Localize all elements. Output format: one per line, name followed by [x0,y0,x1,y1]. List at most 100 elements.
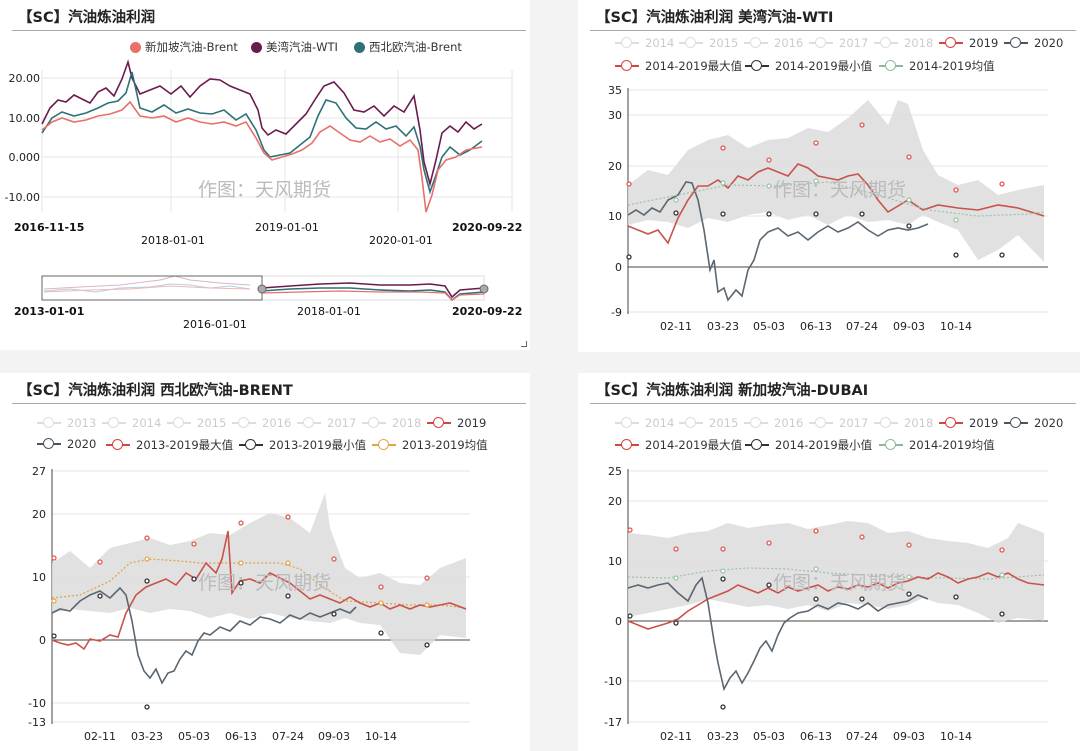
series-2020-line [627,576,929,692]
legend-marker [874,417,898,429]
zoom-label: 2020-09-22 [452,305,522,318]
legend-item-2014[interactable]: 2014 [102,416,161,430]
legend-item-min[interactable]: 2013-2019最小值 [239,437,366,453]
legend-item-singapore[interactable]: 新加坡汽油-Brent [130,39,238,55]
legend-item-2014[interactable]: 2014 [615,36,674,50]
legend-label: 新加坡汽油-Brent [145,40,238,54]
zoom-handle-right[interactable] [479,284,489,294]
legend-item-2016[interactable]: 2016 [744,416,803,430]
legend-item-2019[interactable]: 2019 [939,416,998,430]
y-tick: 0 [615,615,622,628]
main-chart-svg: 20.00 10.00 0.000 -10.00 作图：天风期货 2016-11… [5,59,522,331]
legend-item-2017[interactable]: 2017 [297,416,356,430]
legend-label: 2014 [645,416,675,430]
legend-label: 2015 [709,416,739,430]
legend-item-max[interactable]: 2014-2019最大值 [615,437,742,453]
legend-label: 2020 [1034,36,1064,50]
legend-marker [1004,37,1028,49]
legend-item-2015[interactable]: 2015 [679,36,738,50]
range-band [52,493,466,655]
legend-label: 2017 [839,36,869,50]
y-tick: 10 [32,571,46,584]
legend-label: 2014 [132,416,162,430]
legend-item-2020[interactable]: 2020 [1004,416,1063,430]
legend-item-2013[interactable]: 2013 [37,416,96,430]
legend-label: 2013-2019最大值 [136,438,234,452]
y-tick: 0.000 [9,151,41,164]
legend-item-2014[interactable]: 2014 [615,416,674,430]
legend-item-2020[interactable]: 2020 [1004,36,1063,50]
legend-marker [939,37,963,49]
legend-item-nwe[interactable]: 西北欧汽油-Brent [354,39,462,55]
max-markers [626,122,1005,193]
watermark: 作图：天风期货 [198,572,331,594]
zoom-label: 2016-01-01 [183,318,247,331]
legend-label: 2015 [709,36,739,50]
legend-marker [167,417,191,429]
legend-item-2015[interactable]: 2015 [679,416,738,430]
legend-label: 2014-2019均值 [909,438,995,452]
x-label: 2020-01-01 [369,234,433,247]
x-tick: 09-03 [318,730,350,743]
legend-marker [939,417,963,429]
watermark: 作图：天风期货 [773,572,906,594]
legend-item-2019[interactable]: 2019 [939,36,998,50]
mean-markers [673,178,959,223]
legend-item-mean[interactable]: 2014-2019均值 [879,437,995,453]
x-label: 2016-11-15 [14,221,84,234]
legend-item-2019[interactable]: 2019 [427,416,486,430]
legend-label: 2020 [1034,416,1064,430]
legend-marker [232,417,256,429]
y-tick: 27 [32,465,46,478]
series-2020-line [51,586,357,685]
legend-label: 2014-2019最大值 [645,438,743,452]
legend-item-usgulf[interactable]: 美湾汽油-WTI [251,39,338,55]
legend-item-mean[interactable]: 2013-2019均值 [372,437,488,453]
legend-item-2015[interactable]: 2015 [167,416,226,430]
chart-panel-nwe-brent: 【SC】汽油炼油利润 西北欧汽油-BRENT 2013 2014 2015 20… [0,373,530,751]
x-tick: 07-24 [846,730,878,743]
legend-item-min[interactable]: 2014-2019最小值 [745,437,872,453]
legend-item-max[interactable]: 2013-2019最大值 [106,437,233,453]
y-tick: -13 [28,716,46,729]
legend-item-2017[interactable]: 2017 [809,36,868,50]
mean-markers [51,556,430,608]
legend-item-2018[interactable]: 2018 [874,36,933,50]
legend-item-mean[interactable]: 2014-2019均值 [879,58,995,74]
x-tick: 09-03 [893,320,925,333]
x-tick: 05-03 [753,730,785,743]
series-nwe-line [41,71,483,195]
legend-item-max[interactable]: 2014-2019最大值 [615,58,742,74]
legend-item-min[interactable]: 2014-2019最小值 [745,58,872,74]
y-tick: 0 [615,261,622,274]
legend-marker [679,417,703,429]
legend-marker [354,41,365,53]
zoom-label: 2018-01-01 [297,305,361,318]
legend-item-2017[interactable]: 2017 [809,416,868,430]
x-tick: 02-11 [84,730,116,743]
zoom-handle-left[interactable] [257,284,267,294]
legend-marker [239,439,263,451]
legend-label: 2016 [774,36,804,50]
y-tick: -17 [604,716,622,729]
legend-item-2018[interactable]: 2018 [362,416,421,430]
x-tick: 07-24 [846,320,878,333]
title-divider [590,403,1076,404]
legend-label: 2018 [392,416,422,430]
chart-title: 【SC】汽油炼油利润 西北欧汽油-BRENT [18,383,293,399]
series-singapore-line [41,100,483,213]
resize-handle[interactable] [521,341,527,347]
min-markers [627,576,1005,710]
data-zoom-slider[interactable] [41,275,489,302]
legend-marker [106,439,130,451]
legend-label: 2014-2019最小值 [775,438,873,452]
legend-item-2016[interactable]: 2016 [232,416,291,430]
legend-item-2016[interactable]: 2016 [744,36,803,50]
legend-label: 2019 [969,416,999,430]
x-tick: 05-03 [753,320,785,333]
legend-marker [615,439,639,451]
y-tick: 0 [39,634,46,647]
legend-item-2020[interactable]: 2020 [37,437,96,451]
legend-item-2018[interactable]: 2018 [874,416,933,430]
mean-markers [673,566,1005,581]
